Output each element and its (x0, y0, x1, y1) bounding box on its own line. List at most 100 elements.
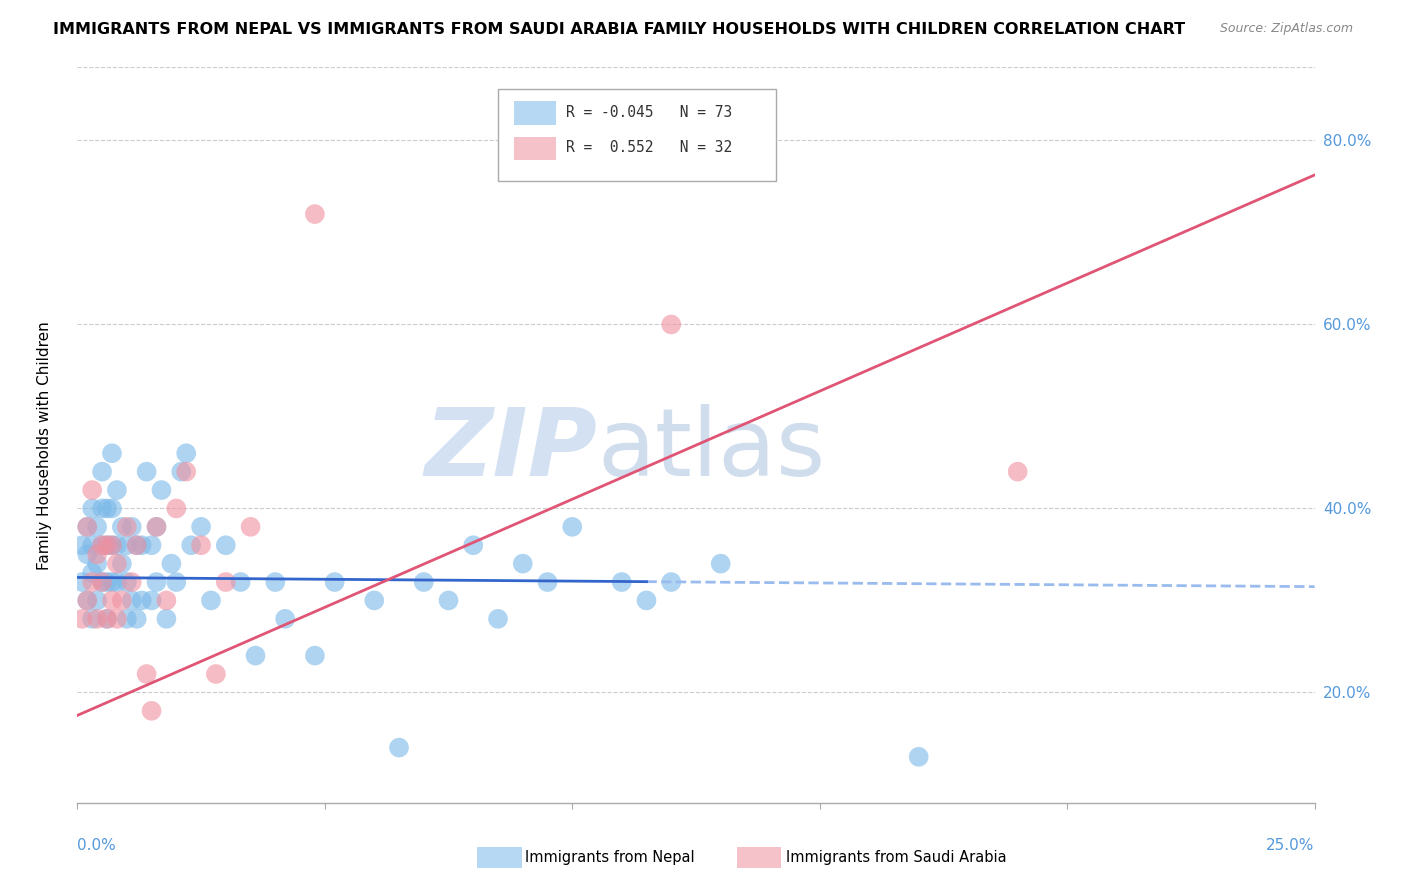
Point (174, 446, 197, 460)
Point (76, 593, 98, 607)
Text: 25.0%: 25.0% (1267, 838, 1315, 854)
Point (82, 566, 104, 580)
Point (91, 501, 114, 516)
Point (115, 538, 138, 552)
Point (323, 574, 346, 589)
Point (82, 501, 104, 516)
Point (91, 538, 114, 552)
Point (412, 574, 434, 589)
Point (536, 574, 558, 589)
Point (363, 593, 385, 607)
Text: 0.0%: 0.0% (77, 838, 117, 854)
Point (174, 465, 197, 479)
Point (170, 465, 193, 479)
Point (155, 612, 177, 626)
Text: Family Households with Children: Family Households with Children (38, 322, 52, 570)
Point (115, 574, 138, 589)
Point (105, 538, 128, 552)
Point (101, 593, 124, 607)
Point (76, 520, 98, 534)
Text: atlas: atlas (598, 403, 825, 496)
Point (86, 520, 108, 534)
Point (245, 648, 267, 663)
Point (96, 538, 118, 552)
Point (610, 574, 633, 589)
Point (96, 538, 118, 552)
Point (125, 538, 148, 552)
Point (101, 538, 124, 552)
Text: Source: ZipAtlas.com: Source: ZipAtlas.com (1219, 22, 1353, 36)
Point (105, 483, 128, 497)
Point (215, 574, 238, 589)
Point (135, 465, 157, 479)
Point (160, 557, 183, 571)
Point (91, 574, 114, 589)
Point (205, 667, 228, 681)
Point (437, 593, 460, 607)
Point (141, 538, 163, 552)
Point (86, 593, 108, 607)
Point (115, 612, 138, 626)
Point (239, 520, 262, 534)
Point (101, 501, 124, 516)
Text: IMMIGRANTS FROM NEPAL VS IMMIGRANTS FROM SAUDI ARABIA FAMILY HOUSEHOLDS WITH CHI: IMMIGRANTS FROM NEPAL VS IMMIGRANTS FROM… (53, 22, 1185, 37)
Point (76, 593, 98, 607)
Point (121, 520, 143, 534)
Point (274, 612, 297, 626)
Point (105, 612, 128, 626)
Point (86, 612, 108, 626)
Point (659, 318, 682, 332)
Point (86, 557, 108, 571)
Point (659, 574, 682, 589)
Point (96, 501, 118, 516)
Point (96, 612, 118, 626)
Point (145, 520, 167, 534)
Point (304, 207, 326, 221)
Point (101, 446, 124, 460)
Point (72, 612, 94, 626)
Point (91, 538, 114, 552)
Point (125, 612, 148, 626)
Text: Immigrants from Nepal: Immigrants from Nepal (526, 850, 695, 864)
Point (512, 557, 534, 571)
Point (125, 538, 148, 552)
Point (229, 574, 252, 589)
Text: R = -0.045   N = 73: R = -0.045 N = 73 (567, 105, 733, 120)
Point (907, 749, 929, 764)
Point (82, 538, 104, 552)
Point (145, 520, 167, 534)
Point (101, 574, 124, 589)
Point (72, 574, 94, 589)
Point (121, 574, 143, 589)
Point (463, 538, 485, 552)
Point (91, 574, 114, 589)
Point (636, 593, 658, 607)
Point (111, 557, 134, 571)
Point (82, 612, 104, 626)
Point (82, 574, 104, 589)
FancyBboxPatch shape (498, 89, 776, 181)
Text: ZIP: ZIP (425, 403, 598, 496)
Point (111, 520, 134, 534)
Point (145, 574, 167, 589)
Point (131, 593, 153, 607)
FancyBboxPatch shape (737, 847, 782, 868)
FancyBboxPatch shape (515, 136, 557, 161)
Point (86, 548, 108, 562)
Point (388, 740, 411, 755)
FancyBboxPatch shape (477, 847, 522, 868)
Point (486, 612, 509, 626)
Point (215, 538, 238, 552)
Point (141, 593, 163, 607)
Point (101, 538, 124, 552)
Text: Immigrants from Saudi Arabia: Immigrants from Saudi Arabia (786, 850, 1007, 864)
Point (304, 648, 326, 663)
Point (561, 520, 583, 534)
Point (105, 557, 128, 571)
Point (141, 704, 163, 718)
Point (165, 574, 187, 589)
Point (96, 574, 118, 589)
Point (165, 501, 187, 516)
Point (264, 574, 287, 589)
Point (200, 593, 222, 607)
